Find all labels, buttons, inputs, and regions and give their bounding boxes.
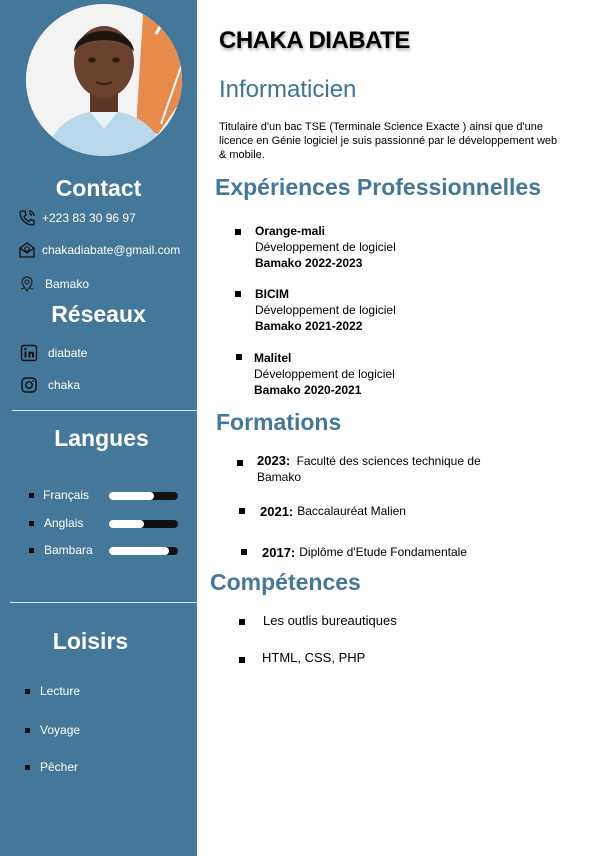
- language-level-fill: [109, 492, 154, 500]
- language-row: Français: [29, 488, 189, 502]
- bullet-icon: [235, 291, 241, 297]
- leisure-label: Lecture: [40, 684, 81, 698]
- experience-place: Bamako 2021-2022: [255, 319, 363, 333]
- leisure-label: Pêcher: [40, 760, 79, 774]
- bullet-icon: [29, 493, 34, 498]
- leisure-item: Lecture: [25, 684, 80, 698]
- email-icon: [18, 241, 36, 259]
- network-instagram: chaka: [20, 376, 80, 394]
- bullet-icon: [235, 229, 241, 235]
- network-linkedin: diabate: [20, 344, 87, 362]
- profile-summary: Titulaire d'un bac TSE (Terminale Scienc…: [219, 121, 558, 161]
- education-year: 2021:: [260, 504, 294, 519]
- experience-role: Développement de logiciel: [255, 303, 396, 317]
- experience-role: Développement de logiciel: [254, 367, 395, 381]
- education-item: 2021: Baccalauréat Malien: [260, 504, 406, 519]
- linkedin-icon: [20, 344, 38, 362]
- bullet-icon: [241, 549, 247, 555]
- experience-place: Bamako 2022-2023: [255, 256, 363, 270]
- bullet-icon: [25, 764, 30, 770]
- education-item: 2023: Faculté des sciences technique de …: [257, 453, 547, 485]
- bullet-icon: [25, 688, 30, 694]
- experience-item: Orange-mali Développement de logiciel Ba…: [255, 223, 396, 271]
- contact-location-text: Bamako: [45, 277, 90, 291]
- language-label: Anglais: [44, 516, 84, 530]
- phone-icon: [18, 209, 36, 227]
- education-text: Baccalauréat Malien: [297, 504, 406, 518]
- network-linkedin-text[interactable]: diabate: [48, 346, 88, 360]
- instagram-icon: [20, 376, 38, 394]
- language-level-fill: [109, 520, 144, 528]
- contact-title: Contact: [55, 175, 142, 201]
- skill-item: HTML, CSS, PHP: [262, 650, 365, 665]
- education-text: Diplôme d'Etude Fondamentale: [299, 545, 467, 559]
- experience-company: BICIM: [255, 287, 289, 301]
- bullet-icon: [239, 619, 245, 625]
- education-title: Formations: [216, 409, 342, 435]
- experience-item: Malitel Développement de logiciel Bamako…: [254, 350, 395, 398]
- languages-title: Langues: [54, 425, 149, 451]
- experience-company: Orange-mali: [255, 224, 326, 238]
- job-title: Informaticien: [219, 76, 357, 103]
- bullet-icon: [29, 521, 34, 526]
- language-level-bar: [109, 492, 178, 500]
- contact-email: chakadiabate@gmail.com: [18, 241, 180, 259]
- contact-location: Bamako: [18, 275, 89, 293]
- experience-place: Bamako 2020-2021: [254, 383, 362, 397]
- experience-role: Développement de logiciel: [255, 240, 396, 254]
- education-year: 2017:: [262, 545, 296, 560]
- networks-title: Réseaux: [51, 301, 146, 327]
- language-level-bar: [109, 547, 178, 555]
- experience-title: Expériences Professionnelles: [215, 174, 541, 200]
- network-instagram-text[interactable]: chaka: [48, 378, 81, 392]
- contact-phone-text[interactable]: +223 83 30 96 97: [42, 211, 136, 225]
- skill-item: Les outlis bureautiques: [263, 613, 397, 628]
- experience-item: BICIM Développement de logiciel Bamako 2…: [255, 286, 396, 334]
- education-text: Faculté des sciences technique de: [296, 454, 481, 468]
- bullet-icon: [236, 354, 242, 360]
- location-icon: [18, 275, 36, 293]
- language-label: Bambara: [44, 543, 93, 557]
- language-label: Français: [43, 488, 90, 502]
- contact-phone: +223 83 30 96 97: [18, 209, 136, 227]
- leisure-item: Voyage: [25, 723, 80, 737]
- bullet-icon: [29, 548, 34, 553]
- leisure-label: Voyage: [40, 723, 81, 737]
- skills-title: Compétences: [210, 569, 361, 595]
- education-item: 2017: Diplôme d'Etude Fondamentale: [262, 545, 467, 560]
- leisure-title: Loisirs: [52, 628, 129, 654]
- language-row: Bambara: [29, 543, 189, 557]
- bullet-icon: [239, 657, 245, 663]
- profile-photo: [26, 4, 182, 156]
- skill-label: HTML, CSS, PHP: [262, 650, 366, 665]
- bullet-icon: [239, 508, 245, 514]
- education-year: 2023:: [257, 453, 291, 468]
- sidebar-divider: [12, 410, 197, 411]
- language-level-bar: [109, 520, 178, 528]
- bullet-icon: [25, 727, 30, 733]
- leisure-item: Pêcher: [25, 760, 78, 774]
- experience-company: Malitel: [254, 351, 292, 365]
- person-name: CHAKA DIABATE: [219, 27, 410, 54]
- skill-label: Les outlis bureautiques: [263, 613, 397, 628]
- sidebar-divider: [10, 602, 197, 603]
- contact-email-text[interactable]: chakadiabate@gmail.com: [42, 243, 181, 257]
- sidebar: Contact +223 83 30 96 97 chakadiabate@gm…: [0, 0, 197, 856]
- language-row: Anglais: [29, 516, 189, 530]
- bullet-icon: [237, 460, 243, 466]
- education-text: Bamako: [257, 470, 302, 484]
- language-level-fill: [109, 547, 170, 555]
